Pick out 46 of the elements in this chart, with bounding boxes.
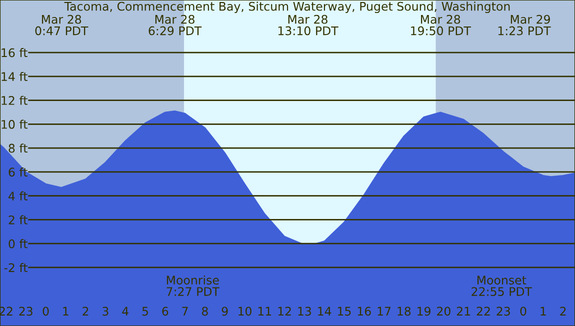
x-tick-label: 22: [476, 306, 490, 316]
x-tick-label: 4: [122, 306, 128, 316]
x-tick-label: 18: [398, 306, 411, 316]
x-tick-label: 16: [358, 306, 371, 316]
y-tick-label: 14 ft: [2, 72, 28, 81]
annotation: Moonset 22:55 PDT: [472, 276, 532, 296]
y-tick-label: -2 ft: [4, 263, 28, 272]
y-tick-label: 10 ft: [2, 120, 28, 129]
annotation: Moonrise 7:27 PDT: [166, 275, 220, 296]
x-tick-label: 23: [19, 306, 32, 316]
x-tick-label: 1: [540, 306, 546, 316]
x-tick-label: 9: [222, 306, 228, 316]
y-tick-label: 6 ft: [8, 167, 28, 177]
x-tick-label: 3: [102, 306, 108, 316]
x-tick-label: 0: [520, 306, 526, 316]
x-tick-label: 23: [496, 306, 510, 316]
x-tick-label: 13: [298, 306, 311, 316]
x-tick-label: 5: [142, 306, 148, 316]
y-tick-label: 12 ft: [2, 96, 28, 105]
x-tick-label: 15: [338, 306, 351, 316]
x-tick-label: 11: [258, 306, 272, 316]
y-tick-label: 0 ft: [8, 239, 28, 248]
x-tick-label: 10: [238, 306, 252, 316]
y-tick-label: 8 ft: [8, 144, 28, 153]
x-tick-label: 2: [82, 306, 88, 316]
annotation: Mar 28 6:29 PDT: [148, 14, 202, 36]
annotation: Mar 28 0:47 PDT: [35, 14, 88, 36]
annotation: Mar 28 19:50 PDT: [411, 14, 471, 36]
x-tick-label: 7: [182, 306, 188, 316]
y-tick-label: 4 ft: [8, 191, 28, 200]
y-tick-label: 2 ft: [8, 215, 28, 224]
x-tick-label: 8: [202, 306, 208, 316]
x-tick-label: 20: [437, 306, 450, 316]
x-tick-label: 21: [456, 306, 470, 316]
chart-title: Tacoma, Commencement Bay, Sitcum Waterway, Puget Sound, Washington: [64, 2, 510, 14]
x-tick-label: 2: [560, 306, 566, 316]
x-tick-label: 1: [63, 306, 68, 316]
x-tick-label: 6: [162, 306, 168, 316]
y-tick-label: 16 ft: [2, 48, 28, 58]
x-tick-label: 17: [378, 306, 390, 316]
x-tick-label: 19: [418, 306, 430, 316]
annotation: Mar 28 13:10 PDT: [278, 14, 338, 36]
x-tick-label: 0: [42, 306, 49, 316]
annotation: Mar 29 1:23 PDT: [498, 14, 551, 36]
x-tick-label: 14: [318, 306, 332, 316]
x-tick-label: 12: [278, 306, 291, 316]
